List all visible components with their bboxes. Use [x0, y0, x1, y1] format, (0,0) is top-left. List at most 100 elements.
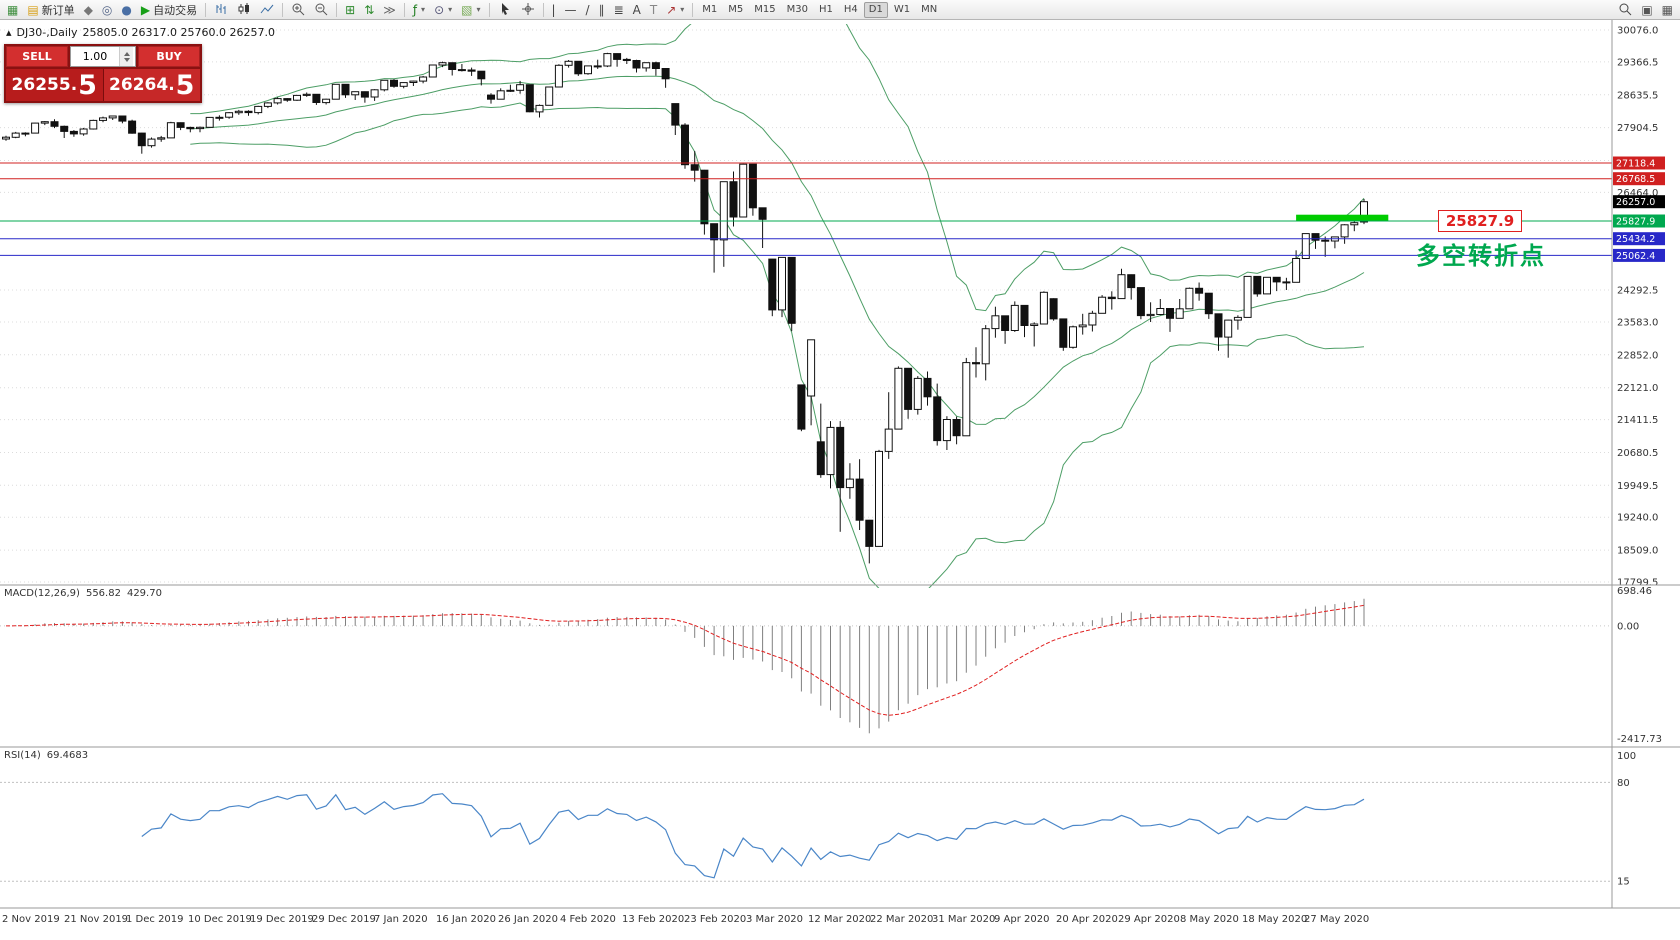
svg-text:19240.0: 19240.0 — [1617, 513, 1658, 524]
chart-window-icon[interactable]: ▦ — [7, 2, 19, 17]
vertical-line-icon[interactable]: | — [551, 2, 556, 17]
svg-text:27118.4: 27118.4 — [1616, 159, 1655, 170]
timeframe-h4[interactable]: H4 — [843, 3, 858, 15]
svg-text:31 Mar 2020: 31 Mar 2020 — [932, 914, 995, 925]
svg-text:26768.5: 26768.5 — [1616, 174, 1655, 185]
timeframe-m30[interactable]: M30 — [786, 3, 809, 15]
svg-text:22852.0: 22852.0 — [1617, 350, 1658, 361]
svg-text:26464.0: 26464.0 — [1617, 188, 1658, 199]
text-icon[interactable]: A — [632, 2, 641, 17]
svg-text:23 Feb 2020: 23 Feb 2020 — [684, 914, 746, 925]
cursor-icon[interactable] — [494, 1, 516, 19]
sell-price[interactable]: 26255. 5 — [6, 69, 104, 101]
channel-icon[interactable]: ∥ — [598, 2, 605, 17]
horizontal-line-icon[interactable]: — — [564, 2, 577, 17]
crosshair-icon[interactable] — [517, 1, 539, 19]
periods-button[interactable]: ⊙ ▾ — [434, 2, 453, 17]
main-toolbar: ▦ ▤ 新订单 ◆ ◎ ● ▶ 自动交易 ⊞ ⇅ ≫ ƒ ▾ ⊙ ▾ ▧ ▾ | — / ∥ ≣ A T ↗ ▾ M1 M5 M15 M3… — [0, 0, 1680, 20]
svg-text:29 Apr 2020: 29 Apr 2020 — [1118, 914, 1180, 925]
timeframe-m5[interactable]: M5 — [728, 3, 744, 15]
chart-candles-icon[interactable] — [233, 1, 255, 19]
svg-text:27 May 2020: 27 May 2020 — [1304, 914, 1369, 925]
auto-arrange-icon[interactable]: ⇅ — [364, 2, 375, 17]
zoom-in-icon[interactable] — [287, 1, 309, 19]
svg-text:28635.5: 28635.5 — [1617, 90, 1658, 101]
profiles-icon[interactable]: ◆ — [83, 2, 93, 17]
new-order-button[interactable]: ▤ 新订单 — [27, 2, 75, 17]
svg-text:7 Jan 2020: 7 Jan 2020 — [374, 914, 428, 925]
svg-text:20680.5: 20680.5 — [1617, 448, 1658, 459]
svg-text:2 Nov 2019: 2 Nov 2019 — [2, 914, 60, 925]
svg-text:21411.5: 21411.5 — [1617, 415, 1658, 426]
search-icon[interactable] — [1614, 1, 1636, 19]
svg-text:0.00: 0.00 — [1617, 621, 1639, 632]
svg-text:15: 15 — [1617, 877, 1630, 888]
svg-text:23583.0: 23583.0 — [1617, 318, 1658, 329]
svg-text:16 Jan 2020: 16 Jan 2020 — [436, 914, 496, 925]
volume-down-icon[interactable] — [123, 57, 130, 62]
volume-spinner[interactable] — [119, 47, 133, 66]
fibonacci-icon[interactable]: ≣ — [613, 2, 624, 17]
chart-line-icon[interactable] — [256, 1, 278, 19]
svg-text:17799.5: 17799.5 — [1617, 578, 1658, 589]
price-level-callout[interactable]: 25827.9 — [1438, 210, 1522, 232]
navigator-icon[interactable]: ● — [121, 2, 132, 17]
tile-windows-icon[interactable]: ⊞ — [345, 2, 356, 17]
svg-text:100: 100 — [1617, 751, 1636, 762]
trendline-icon[interactable]: / — [585, 2, 590, 17]
timeframe-m15[interactable]: M15 — [754, 3, 776, 15]
volume-up-icon[interactable] — [123, 51, 130, 56]
toolbar-separator — [403, 2, 405, 17]
auto-trading-button[interactable]: ▶ 自动交易 — [140, 2, 198, 17]
window-list-icon[interactable]: ▦ — [1661, 2, 1673, 17]
arrows-button[interactable]: ↗ ▾ — [666, 2, 685, 17]
macd-indicator-label: MACD(12,26,9) 556.82 429.70 — [4, 588, 162, 599]
volume-stepper[interactable] — [70, 46, 136, 67]
new-chart-icon[interactable]: ▣ — [1641, 2, 1653, 17]
svg-text:21 Nov 2019: 21 Nov 2019 — [64, 914, 128, 925]
buy-button[interactable]: BUY — [138, 46, 200, 67]
chart-bars-icon[interactable] — [210, 1, 232, 19]
svg-text:1 Dec 2019: 1 Dec 2019 — [126, 914, 184, 925]
timeframe-h1[interactable]: H1 — [819, 3, 833, 15]
svg-text:8 May 2020: 8 May 2020 — [1180, 914, 1239, 925]
volume-input[interactable] — [71, 47, 119, 66]
svg-text:18509.0: 18509.0 — [1617, 546, 1658, 557]
svg-text:26 Jan 2020: 26 Jan 2020 — [498, 914, 558, 925]
chart-shift-icon[interactable]: ≫ — [383, 2, 396, 17]
svg-text:25434.2: 25434.2 — [1616, 234, 1655, 245]
symbol-marker-icon: ▴ — [6, 26, 12, 39]
toolbar-separator — [542, 2, 544, 17]
label-icon[interactable]: T — [649, 2, 658, 17]
zoom-out-icon[interactable] — [310, 1, 332, 19]
svg-text:26257.0: 26257.0 — [1616, 197, 1655, 208]
svg-text:24292.5: 24292.5 — [1617, 286, 1658, 297]
svg-text:12 Mar 2020: 12 Mar 2020 — [808, 914, 871, 925]
svg-text:698.46: 698.46 — [1617, 586, 1652, 597]
svg-text:22 Mar 2020: 22 Mar 2020 — [870, 914, 933, 925]
timeframe-d1[interactable]: D1 — [863, 1, 888, 18]
indicators-button[interactable]: ƒ ▾ — [412, 2, 426, 17]
rsi-indicator-label: RSI(14) 69.4683 — [4, 750, 89, 761]
data-window-icon[interactable]: ◎ — [101, 2, 113, 17]
svg-text:30076.0: 30076.0 — [1617, 26, 1658, 37]
svg-text:25062.4: 25062.4 — [1616, 251, 1655, 262]
svg-text:29 Dec 2019: 29 Dec 2019 — [312, 914, 376, 925]
svg-text:80: 80 — [1617, 778, 1630, 789]
svg-text:22121.0: 22121.0 — [1617, 383, 1658, 394]
sell-button[interactable]: SELL — [6, 46, 68, 67]
toolbar-separator — [282, 2, 284, 17]
svg-text:3 Mar 2020: 3 Mar 2020 — [746, 914, 803, 925]
buy-price[interactable]: 26264. 5 — [103, 69, 200, 101]
timeframe-w1[interactable]: W1 — [893, 3, 911, 15]
timeframe-m1[interactable]: M1 — [702, 3, 718, 15]
symbol-name: DJ30-,Daily — [16, 26, 78, 39]
svg-text:-2417.73: -2417.73 — [1617, 734, 1662, 745]
turning-point-annotation[interactable]: 多空转折点 — [1416, 242, 1546, 270]
timeframe-mn[interactable]: MN — [921, 3, 938, 15]
svg-text:18 May 2020: 18 May 2020 — [1242, 914, 1307, 925]
svg-text:20 Apr 2020: 20 Apr 2020 — [1056, 914, 1118, 925]
chart-canvas[interactable]: 30076.029366.528635.527904.527173.526464… — [0, 20, 1680, 940]
templates-button[interactable]: ▧ ▾ — [461, 2, 481, 17]
